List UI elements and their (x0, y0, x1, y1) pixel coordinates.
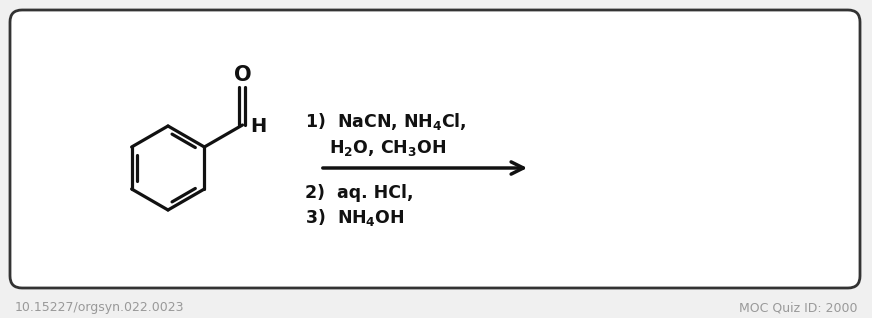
Text: H: H (250, 117, 267, 136)
Text: O: O (234, 65, 251, 85)
Text: 1)  NaCN, NH$_\mathregular{4}$Cl,: 1) NaCN, NH$_\mathregular{4}$Cl, (305, 112, 467, 133)
Text: 10.15227/orgsyn.022.0023: 10.15227/orgsyn.022.0023 (15, 301, 185, 315)
Text: H$_\mathregular{2}$O, CH$_\mathregular{3}$OH: H$_\mathregular{2}$O, CH$_\mathregular{3… (329, 138, 446, 158)
FancyBboxPatch shape (10, 10, 860, 288)
Text: MOC Quiz ID: 2000: MOC Quiz ID: 2000 (739, 301, 857, 315)
Text: 3)  NH$_\mathregular{4}$OH: 3) NH$_\mathregular{4}$OH (305, 208, 405, 229)
Text: 2)  aq. HCl,: 2) aq. HCl, (305, 184, 413, 202)
